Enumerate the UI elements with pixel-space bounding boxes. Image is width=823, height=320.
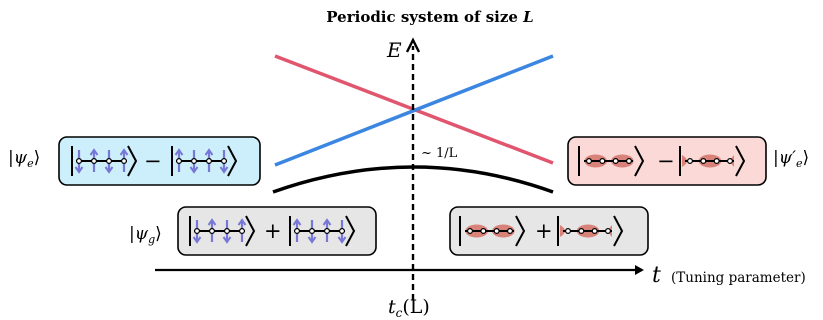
psi-g-ket2-ket-bracket [345, 215, 356, 247]
psi-e-prime-ket2-ket-bracket [735, 145, 746, 177]
psi-g-plus: + [264, 219, 282, 243]
dimer-ground-ket2-chain-site [591, 228, 598, 235]
psi-g-ket1-ket-bracket [245, 215, 256, 247]
psi-g-ket2-chain-site [324, 228, 331, 235]
psi-e-ket2-spin-arrow-head [204, 148, 214, 156]
psi-e-prime-box [567, 136, 767, 186]
psi-g-ket2-chain-site [294, 228, 301, 235]
dimer-ground-ket1-chain-site [480, 228, 487, 235]
psi-e-ket1-ket-bracket [127, 145, 138, 177]
psi-g-ket1-spin-arrow-head [192, 236, 202, 244]
psi-e-prime-ket1-chain-site [612, 158, 619, 165]
psi-g-ket2-spin-arrow-head [337, 236, 347, 244]
critical-point-label: tc(L) [388, 296, 430, 320]
dimer-ground-ket2-chain-site [578, 228, 585, 235]
psi-e-prime-ket2-chain-site [726, 158, 733, 165]
psi-e-prime-ket2-chain-site [713, 158, 720, 165]
dimer-ground-ket2-chain-site [604, 228, 611, 235]
e-axis-arrowhead [405, 37, 421, 53]
psi-e-ket2-ket-bracket [227, 145, 238, 177]
psi-e-ket2-chain-site [191, 158, 198, 165]
dimer-ground-ket2-dimer-edge [560, 225, 565, 237]
psi-e-prime-ket2-dimer-edge [682, 155, 687, 167]
title: Periodic system of size L [326, 8, 533, 26]
psi-e-ket2-chain-site [206, 158, 213, 165]
psi-g-label: |ψg⟩ [129, 224, 162, 246]
psi-e-ket2-spin-arrow-head [189, 166, 199, 174]
psi-e-label: |ψe⟩ [8, 148, 40, 170]
psi-g-ket1-chain-site [209, 228, 216, 235]
dimer-ground-ket2-ket-bracket [613, 215, 624, 247]
dimer-ground-ket1-chain-site [507, 228, 514, 235]
psi-e-ket2-chain-site [176, 158, 183, 165]
dimer-ground-ket1-ket-bracket [515, 215, 526, 247]
psi-e-prime-ket2-chain-site [700, 158, 707, 165]
psi-e-ket2-spin-arrow-head [174, 148, 184, 156]
psi-e-prime-ket2-chain-site [686, 158, 693, 165]
t-axis-note: (Tuning parameter) [671, 270, 806, 286]
psi-g-ket1-spin-arrow-head [207, 218, 217, 226]
psi-e-ket2-spin-arrow-head [219, 166, 229, 174]
psi-e-ket1-spin-arrow-head [104, 166, 114, 174]
psi-e-prime-ket1-chain-site [625, 158, 632, 165]
psi-g-ket1-spin-arrow-head [222, 236, 232, 244]
psi-e-ket2-chain-site [221, 158, 228, 165]
psi-e-ket1-spin-arrow-head [119, 148, 129, 156]
psi-g-ket1-chain-site [194, 228, 201, 235]
dimer-ground-plus: + [535, 219, 553, 243]
psi-e-minus: − [144, 149, 162, 173]
psi-e-ket1-chain-site [90, 158, 97, 165]
psi-e-ket1-spin-arrow-head [89, 148, 99, 156]
e-axis-label: E [386, 38, 402, 62]
psi-g-ket2-spin-arrow-head [292, 218, 302, 226]
psi-e-prime-label: |ψ′e⟩ [773, 148, 809, 170]
dimer-ground-ket1-chain-site [493, 228, 500, 235]
gap-label: ~ 1/L [421, 146, 458, 161]
psi-e-ket1-chain-site [120, 158, 127, 165]
psi-g-ket2-spin-arrow-head [307, 236, 317, 244]
psi-g-ket1-chain-site [239, 228, 246, 235]
psi-e-prime-ket1-chain-site [599, 158, 606, 165]
dimer-ground-ket1-chain-site [467, 228, 474, 235]
t-axis-label: t [652, 263, 661, 288]
dimer-ground-ket2-chain-site [564, 228, 571, 235]
psi-e-prime-ket1-chain-site [585, 158, 592, 165]
psi-e-prime-minus: − [657, 149, 675, 173]
psi-g-ket1-spin-arrow-head [237, 218, 247, 226]
psi-g-ket2-spin-arrow-head [322, 218, 332, 226]
psi-e-ket1-spin-arrow-head [74, 166, 84, 174]
psi-e-ket1-chain-site [75, 158, 82, 165]
dimer-ground-box [449, 206, 649, 256]
psi-g-ket2-chain-site [309, 228, 316, 235]
excited-level-blue-line [274, 54, 554, 167]
psi-g-ket2-chain-site [339, 228, 346, 235]
ket-group [71, 145, 746, 247]
psi-e-prime-ket1-ket-bracket [634, 145, 645, 177]
psi-e-ket1-chain-site [105, 158, 112, 165]
psi-g-ket1-chain-site [224, 228, 231, 235]
